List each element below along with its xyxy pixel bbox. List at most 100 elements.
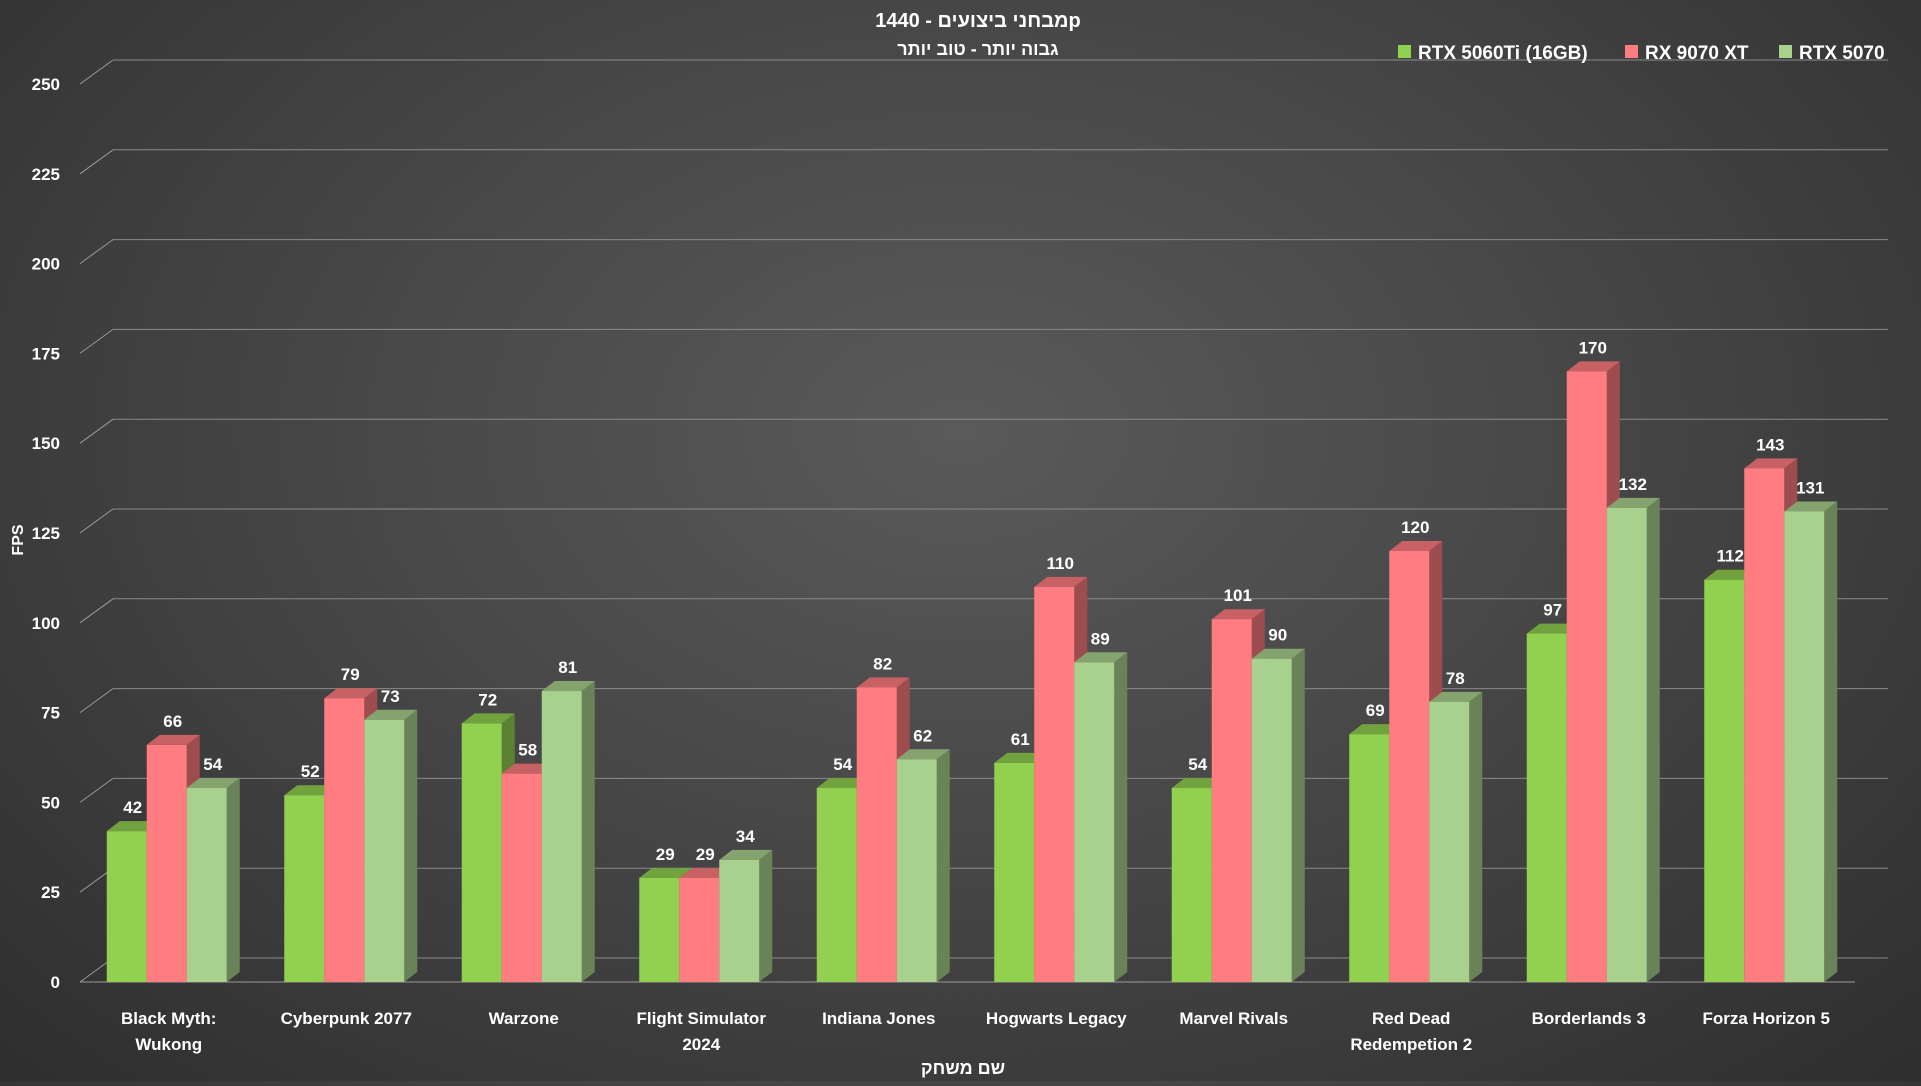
bar-top <box>896 749 950 760</box>
data-label: 81 <box>558 658 577 677</box>
gridline-depth <box>79 59 114 85</box>
bar-side <box>1114 652 1128 982</box>
x-tick-label: Forza Horizon 5 <box>1702 1009 1830 1028</box>
bar-top <box>1034 576 1088 587</box>
data-label: 54 <box>203 755 222 774</box>
bar-front <box>501 773 542 982</box>
data-label: 52 <box>301 762 320 781</box>
y-tick-label: 0 <box>51 973 60 992</box>
data-label: 78 <box>1446 669 1465 688</box>
x-tick-label: Redempetion 2 <box>1350 1035 1472 1054</box>
bar-top <box>284 785 338 796</box>
bar-top <box>1251 648 1305 659</box>
gridline-depth <box>79 598 114 624</box>
legend-label: RX 9070 XT <box>1645 43 1749 64</box>
bar-top <box>1171 778 1225 789</box>
bar-front <box>1566 371 1607 982</box>
legend: RTX 5060Ti (16GB) RX 9070 XT RTX 5070 <box>1398 43 1885 64</box>
bar-top <box>1389 540 1443 551</box>
bar-front <box>146 744 187 982</box>
data-label: 90 <box>1268 626 1287 645</box>
bar-side <box>226 778 240 982</box>
bars <box>106 361 1838 982</box>
data-label: 61 <box>1011 730 1030 749</box>
legend-swatch <box>1779 45 1792 58</box>
y-tick-label: 75 <box>41 704 60 723</box>
x-tick-label: Marvel Rivals <box>1179 1009 1288 1028</box>
x-tick-label: Black Myth: <box>121 1009 216 1028</box>
bar <box>1606 497 1660 982</box>
bar <box>896 749 950 982</box>
data-label: 54 <box>833 755 852 774</box>
bar-top <box>1784 501 1838 512</box>
bar-front <box>1784 511 1825 982</box>
data-labels: 42 66 54 52 79 73 72 58 81 29 29 34 54 82 62 61 110 89 54 1… <box>123 338 1824 863</box>
bar-front <box>816 788 857 982</box>
bar-front <box>1034 586 1075 982</box>
y-tick-label: 250 <box>32 75 60 94</box>
bar-top <box>1606 497 1660 508</box>
bar <box>1251 648 1305 982</box>
data-label: 110 <box>1047 554 1074 573</box>
data-label: 73 <box>381 687 400 706</box>
data-label: 42 <box>123 798 142 817</box>
bar-front <box>1349 734 1390 982</box>
bar-top <box>1566 361 1620 372</box>
x-tick-label: Wukong <box>135 1035 202 1054</box>
bar-front <box>1606 507 1647 982</box>
bar-front <box>994 762 1035 982</box>
bar-top <box>1526 623 1580 634</box>
bar <box>541 681 595 982</box>
bar-front <box>1251 658 1292 982</box>
bar-front <box>284 795 325 982</box>
bar-front <box>1211 619 1252 982</box>
y-tick-label: 100 <box>32 614 60 633</box>
y-tick-label: 175 <box>32 344 60 363</box>
x-tick-label: Red Dead <box>1372 1009 1450 1028</box>
bar-top <box>679 867 733 878</box>
bar-top <box>364 709 418 720</box>
bar-front <box>541 691 582 982</box>
y-tick-label: 50 <box>41 793 60 812</box>
bar <box>719 849 773 982</box>
y-tick-label: 150 <box>32 434 60 453</box>
bar-top <box>1349 724 1403 735</box>
bar-side <box>404 709 418 982</box>
bar <box>186 778 240 982</box>
bar-front <box>1526 633 1567 982</box>
legend-label: RTX 5060Ti (16GB) <box>1418 43 1588 64</box>
legend-item: RX 9070 XT <box>1625 43 1749 64</box>
bar-front <box>679 877 720 982</box>
data-label: 131 <box>1796 478 1824 497</box>
x-axis-title: שם משחק <box>921 1058 1005 1078</box>
bar-top <box>719 849 773 860</box>
bar-side <box>936 749 950 982</box>
y-tick-label: 125 <box>32 524 60 543</box>
axes: 0 25 50 75 100 125 150 175 200 225 250 Black Myth: W… <box>32 75 1830 1054</box>
bar-side <box>759 849 773 982</box>
gridline-depth <box>79 777 114 803</box>
x-tick-label: 2024 <box>682 1035 720 1054</box>
bar-front <box>186 788 227 982</box>
bar-front <box>1074 662 1115 982</box>
bar-front <box>106 831 147 982</box>
bar-top <box>816 778 870 789</box>
data-label: 58 <box>518 741 537 760</box>
y-tick-label: 200 <box>32 255 60 274</box>
bar-front <box>896 759 937 982</box>
gridline-depth <box>79 328 114 354</box>
bar-top <box>501 763 555 774</box>
data-label: 72 <box>478 690 497 709</box>
chart-title: מבחני ביצועים - 1440p <box>875 10 1081 32</box>
bar-top <box>994 752 1048 763</box>
y-axis-title: FPS <box>10 524 27 555</box>
gridline-depth <box>79 418 114 444</box>
data-label: 143 <box>1756 435 1784 454</box>
bar-top <box>186 778 240 789</box>
y-tick-label: 225 <box>32 165 60 184</box>
x-tick-label: Warzone <box>489 1009 559 1028</box>
bar-top <box>106 821 160 832</box>
bar-top <box>1211 609 1265 620</box>
